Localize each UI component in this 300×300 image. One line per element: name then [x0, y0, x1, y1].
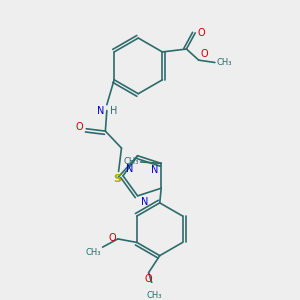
Text: O: O	[144, 274, 152, 284]
Text: CH₃: CH₃	[85, 248, 101, 257]
Text: N: N	[97, 106, 104, 116]
Text: H: H	[110, 106, 117, 116]
Text: CH₃: CH₃	[216, 58, 232, 67]
Text: O: O	[200, 49, 208, 59]
Text: O: O	[109, 233, 116, 243]
Text: N: N	[151, 165, 158, 175]
Text: O: O	[198, 28, 205, 38]
Text: CH₃: CH₃	[124, 157, 139, 166]
Text: O: O	[76, 122, 83, 132]
Text: N: N	[140, 197, 148, 207]
Text: S: S	[113, 174, 121, 184]
Text: CH₃: CH₃	[146, 291, 162, 300]
Text: N: N	[126, 164, 133, 174]
